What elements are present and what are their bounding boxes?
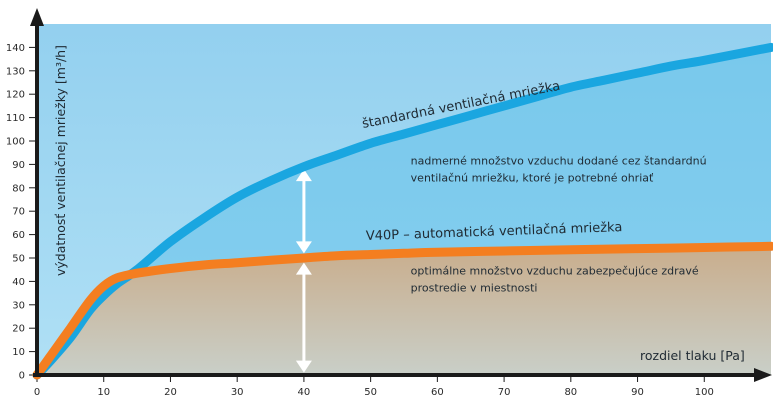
- y-tick-label: 130: [6, 66, 25, 77]
- x-axis-arrow-icon: [754, 368, 772, 382]
- y-axis-arrow-icon: [30, 8, 44, 26]
- arrow-up-icon: [295, 262, 312, 275]
- y-tick-label: 10: [12, 347, 25, 358]
- x-tick-label: 60: [431, 387, 444, 398]
- y-tick-label: 120: [6, 90, 25, 101]
- y-tick-label: 50: [12, 254, 25, 265]
- range-arrows: [295, 169, 312, 373]
- x-axis-label: rozdiel tlaku [Pa]: [640, 348, 745, 363]
- x-tick-label: 90: [631, 387, 644, 398]
- series-line-v40p: [32, 241, 773, 380]
- x-tick-label: 100: [695, 387, 714, 398]
- x-tick-label: 30: [231, 387, 244, 398]
- x-tick-label: 0: [34, 387, 40, 398]
- annotation-excess: nadmerné množstvo vzduchu dodané cez šta…: [411, 154, 707, 184]
- y-axis-ticks: 0 10 20 30 40 50 60 70 80 90 100 110 120 130 140: [6, 43, 37, 382]
- y-tick-label: 100: [6, 137, 25, 148]
- arrow-up-icon: [295, 169, 312, 182]
- y-tick-label: 40: [12, 277, 25, 288]
- y-tick-label: 140: [6, 43, 25, 54]
- x-tick-label: 40: [298, 387, 311, 398]
- y-tick-label: 90: [12, 160, 25, 171]
- annotation-line: ventilačnú mriežku, ktoré je potrebné oh…: [411, 171, 654, 184]
- y-tick-label: 80: [12, 183, 25, 194]
- y-tick-label: 20: [12, 324, 25, 335]
- annotation-line: prostredie v miestnosti: [411, 281, 538, 294]
- y-tick-label: 0: [19, 371, 25, 382]
- y-tick-label: 60: [12, 230, 25, 241]
- y-tick-label: 70: [12, 207, 25, 218]
- series-line-standard: [32, 42, 773, 380]
- x-tick-label: 70: [498, 387, 511, 398]
- annotation-line: optimálne množstvo vzduchu zabezpečujúce…: [411, 264, 699, 277]
- annotation-line: nadmerné množstvo vzduchu dodané cez šta…: [411, 154, 707, 167]
- x-tick-label: 10: [97, 387, 110, 398]
- x-axis-ticks: 0 10 20 30 40 50 60 70 80 90 100: [34, 375, 714, 398]
- x-tick-label: 20: [164, 387, 177, 398]
- x-tick-label: 50: [364, 387, 377, 398]
- y-tick-label: 110: [6, 113, 25, 124]
- optimal-air-area: [37, 246, 771, 375]
- annotation-optimal: optimálne množstvo vzduchu zabezpečujúce…: [411, 264, 699, 294]
- arrow-down-icon: [295, 360, 312, 373]
- x-tick-label: 80: [564, 387, 577, 398]
- y-tick-label: 30: [12, 300, 25, 311]
- arrow-down-icon: [295, 241, 312, 254]
- y-axis-label: výdatnosť ventilačnej mriežky [m³/h]: [53, 45, 68, 276]
